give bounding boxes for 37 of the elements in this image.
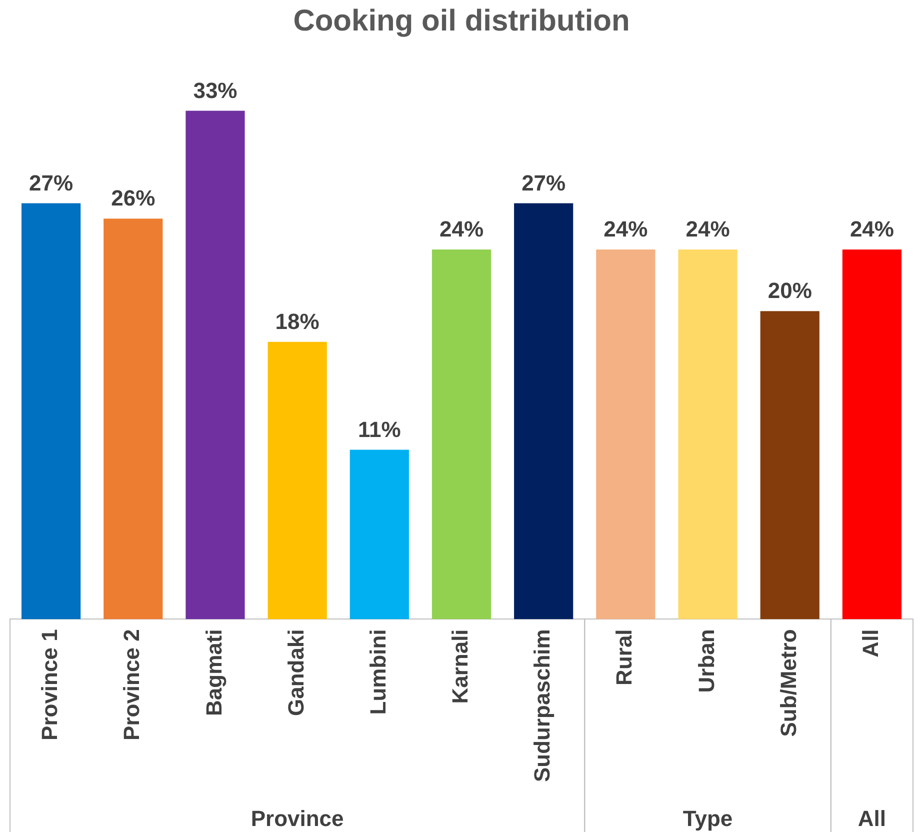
text: All <box>858 806 886 831</box>
bar <box>514 203 574 620</box>
data-label: 24% <box>439 216 484 242</box>
x-tick-label: Rural <box>612 629 637 686</box>
data-label: 24% <box>604 216 648 242</box>
x-tick-label: Urban <box>694 629 719 693</box>
x-tick-label: All <box>858 629 884 658</box>
data-label: 18% <box>275 308 320 334</box>
chart-title: Cooking oil distribution <box>293 4 630 38</box>
data-label: 24% <box>686 216 730 242</box>
bar <box>596 249 656 620</box>
text: Type <box>682 806 733 831</box>
data-label: 33% <box>193 78 238 103</box>
bar <box>350 450 409 620</box>
data-label: 26% <box>111 186 156 211</box>
x-tick-label: Sudurpaschim <box>530 629 555 782</box>
x-tick-label: Bagmati <box>201 629 226 716</box>
x-tick-label: Gandaki <box>283 629 308 716</box>
bar <box>186 110 245 620</box>
x-tick-label: Karnali <box>448 629 473 704</box>
data-label: 24% <box>850 216 894 242</box>
text: Province <box>250 806 344 831</box>
data-label: 20% <box>768 278 812 304</box>
data-label: 27% <box>522 170 566 196</box>
bar <box>21 203 81 620</box>
bar <box>268 342 327 620</box>
data-label: 27% <box>29 170 74 196</box>
bar <box>678 249 738 620</box>
data-label: 11% <box>358 416 401 442</box>
x-tick-label: Province 1 <box>37 629 62 740</box>
x-tick-label: Sub/Metro <box>776 629 801 737</box>
x-tick-label: Lumbini <box>365 629 390 715</box>
x-tick-label: Province 2 <box>119 629 144 740</box>
bar <box>842 249 902 620</box>
bar <box>760 311 820 620</box>
bar <box>432 249 492 620</box>
bar <box>104 218 163 620</box>
